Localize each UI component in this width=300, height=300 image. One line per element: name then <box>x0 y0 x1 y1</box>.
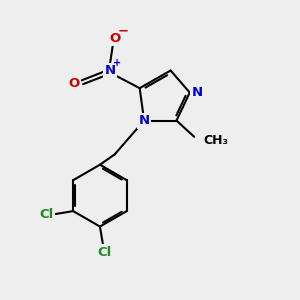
Text: +: + <box>113 58 121 68</box>
Text: −: − <box>118 25 129 38</box>
Text: Cl: Cl <box>97 246 112 259</box>
Text: O: O <box>109 32 120 46</box>
Text: Cl: Cl <box>40 208 54 220</box>
Text: N: N <box>191 86 203 99</box>
Text: N: N <box>139 114 150 127</box>
Text: O: O <box>68 77 80 90</box>
Text: CH₃: CH₃ <box>203 134 228 147</box>
Text: N: N <box>105 64 116 77</box>
